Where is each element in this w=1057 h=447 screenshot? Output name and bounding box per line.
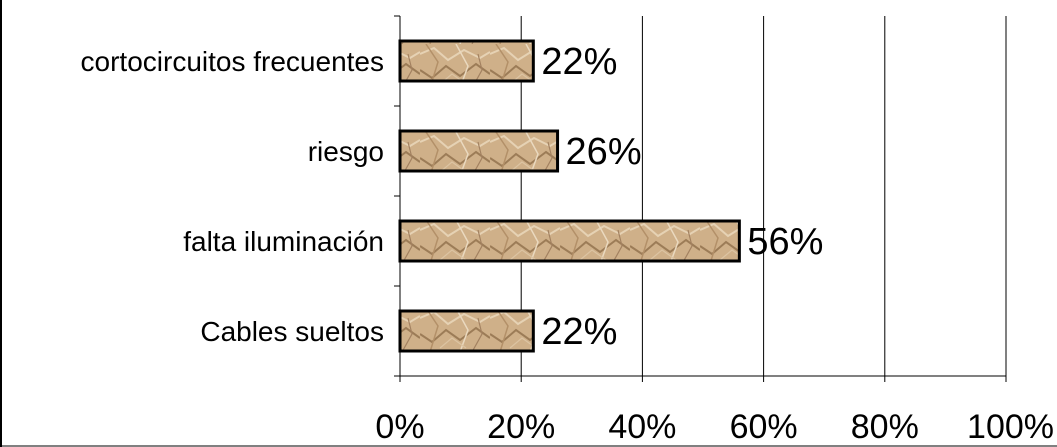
bar [398,219,741,263]
category-label: riesgo [308,136,384,167]
x-tick-label: 0% [375,408,424,446]
x-tick-label: 60% [730,408,798,446]
data-label: 26% [566,131,642,173]
data-label: 22% [541,311,617,353]
category-label: Cables sueltos [200,316,384,347]
bar [398,309,535,353]
x-tick-label: 40% [608,408,676,446]
bar [398,39,535,83]
data-label: 22% [541,41,617,83]
category-label: falta iluminación [183,226,384,257]
x-tick-label: 80% [851,408,919,446]
data-label: 56% [747,221,823,263]
x-tick-label: 100% [967,408,1054,446]
bar [398,129,560,173]
x-tick-label: 20% [487,408,555,446]
category-label: cortocircuitos frecuentes [81,46,384,77]
